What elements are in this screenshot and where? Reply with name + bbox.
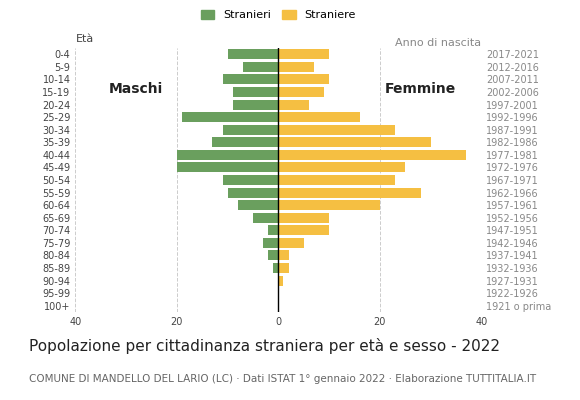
Bar	[177, 162, 278, 172]
Bar	[223, 175, 278, 185]
Text: Maschi: Maschi	[109, 82, 164, 96]
Bar	[278, 188, 420, 198]
Legend: Stranieri, Straniere: Stranieri, Straniere	[197, 6, 360, 25]
Text: Femmine: Femmine	[385, 82, 456, 96]
Bar	[273, 263, 278, 273]
Bar	[278, 49, 329, 59]
Bar	[278, 263, 288, 273]
Text: Età: Età	[75, 34, 93, 44]
Bar	[278, 62, 314, 72]
Text: Anno di nascita: Anno di nascita	[396, 38, 481, 48]
Bar	[278, 137, 430, 147]
Bar	[233, 87, 278, 97]
Bar	[278, 150, 466, 160]
Bar	[233, 100, 278, 110]
Bar	[253, 213, 278, 223]
Bar	[238, 200, 278, 210]
Text: Popolazione per cittadinanza straniera per età e sesso - 2022: Popolazione per cittadinanza straniera p…	[29, 338, 500, 354]
Bar	[278, 125, 395, 135]
Bar	[182, 112, 278, 122]
Bar	[278, 225, 329, 235]
Bar	[227, 49, 278, 59]
Text: COMUNE DI MANDELLO DEL LARIO (LC) · Dati ISTAT 1° gennaio 2022 · Elaborazione TU: COMUNE DI MANDELLO DEL LARIO (LC) · Dati…	[29, 374, 536, 384]
Bar	[223, 74, 278, 84]
Bar	[177, 150, 278, 160]
Bar	[278, 175, 395, 185]
Bar	[223, 125, 278, 135]
Bar	[278, 250, 288, 260]
Bar	[212, 137, 278, 147]
Bar	[227, 188, 278, 198]
Bar	[278, 276, 284, 286]
Bar	[278, 100, 309, 110]
Bar	[263, 238, 278, 248]
Bar	[278, 87, 324, 97]
Bar	[243, 62, 278, 72]
Bar	[278, 112, 360, 122]
Bar	[278, 74, 329, 84]
Bar	[278, 162, 405, 172]
Bar	[278, 238, 304, 248]
Bar	[268, 250, 278, 260]
Bar	[278, 200, 380, 210]
Bar	[268, 225, 278, 235]
Bar	[278, 213, 329, 223]
